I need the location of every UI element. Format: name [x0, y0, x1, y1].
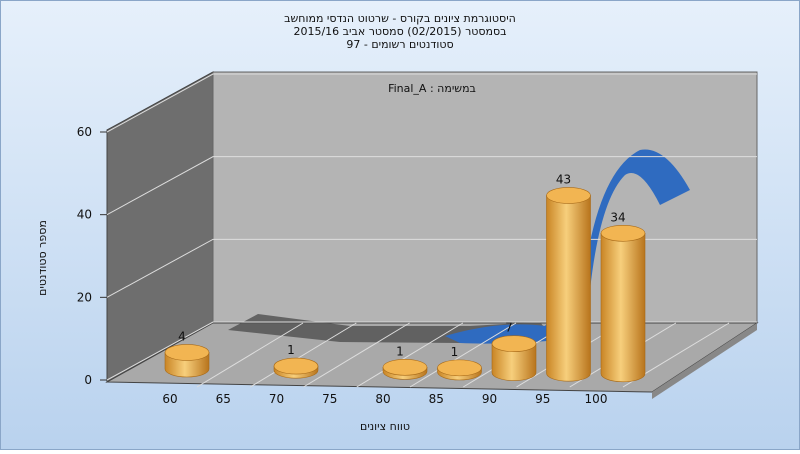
back-wall [212, 71, 758, 324]
y-tick-label: 0 [84, 373, 92, 387]
grid-line [106, 156, 757, 216]
data-label: 1 [396, 344, 404, 358]
grid-line [409, 322, 517, 388]
grid-line [249, 322, 357, 388]
x-axis-label: טווח ציונים [360, 420, 410, 433]
y-tick-label: 40 [77, 208, 92, 222]
x-tick-label: 60 [162, 392, 177, 406]
grid-line [196, 322, 304, 388]
bar-top [382, 358, 428, 376]
bar [546, 195, 591, 382]
data-label: 43 [556, 172, 571, 186]
data-label: 1 [287, 343, 295, 357]
floor-edge [652, 323, 757, 399]
data-label: 34 [610, 210, 625, 224]
bar-top [600, 224, 646, 242]
bar-top [437, 359, 482, 377]
x-tick-label: 90 [482, 392, 497, 406]
x-tick-label: 85 [429, 392, 444, 406]
x-tick-label: 65 [216, 392, 231, 406]
annotation: במשימה : Final_A [388, 82, 476, 95]
bar [491, 343, 537, 381]
data-label: 7 [505, 321, 513, 335]
x-tick-label: 95 [535, 392, 550, 406]
y-axis-label: מספר סטודנטים [36, 220, 49, 296]
y-tick-label: 20 [77, 290, 92, 304]
x-tick-label: 70 [269, 392, 284, 406]
bar-top [273, 357, 319, 375]
data-label: 4 [178, 329, 186, 343]
chart-subtitle: סטודנטים רשומים - 97 [346, 38, 453, 51]
x-tick-label: 100 [585, 392, 608, 406]
bar-top [164, 344, 210, 361]
grid-line [303, 322, 410, 388]
bar-top [491, 335, 537, 352]
x-tick-label: 80 [375, 392, 390, 406]
grid-line [356, 322, 464, 388]
x-tick-label: 75 [322, 392, 337, 406]
y-tick-label: 60 [77, 125, 92, 139]
chart-title: היסטוגרמת ציונים בקורס - שרטוט הנדסי ממו… [284, 12, 516, 25]
grid-line [106, 73, 757, 133]
data-label: 1 [451, 345, 459, 359]
bar-top [546, 187, 591, 204]
chart-subtitle: בסמסטר (02/2015) סמסטר אביב 2015/16 [293, 25, 506, 38]
bar [600, 232, 646, 383]
